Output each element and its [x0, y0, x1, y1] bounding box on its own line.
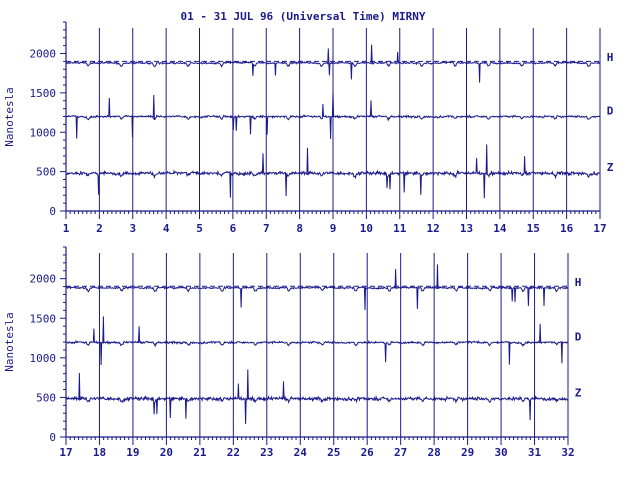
- x-tick-label: 9: [330, 222, 337, 235]
- series-label-h: H: [607, 51, 614, 64]
- x-tick-label: 31: [528, 446, 542, 459]
- x-tick-label: 6: [230, 222, 237, 235]
- x-tick-label: 27: [394, 446, 407, 459]
- series-label-d: D: [607, 105, 614, 118]
- x-tick-label: 2: [96, 222, 103, 235]
- y-axis-label: Nanotesla: [3, 312, 16, 372]
- x-tick-label: 17: [593, 222, 606, 235]
- series-z-trace: [65, 144, 601, 199]
- x-tick-label: 16: [560, 222, 574, 235]
- chart-title: 01 - 31 JUL 96 (Universal Time) MIRNY: [180, 10, 425, 23]
- x-tick-label: 12: [427, 222, 440, 235]
- x-tick-label: 29: [461, 446, 474, 459]
- series-label-d: D: [575, 330, 582, 343]
- x-tick-label: 15: [527, 222, 540, 235]
- y-tick-label: 0: [49, 205, 56, 218]
- y-tick-label: 2000: [30, 273, 57, 286]
- y-tick-label: 1000: [30, 352, 57, 365]
- y-tick-label: 1000: [30, 126, 57, 139]
- x-tick-label: 30: [494, 446, 507, 459]
- x-tick-label: 5: [196, 222, 203, 235]
- series-h-trace: [65, 44, 601, 83]
- panel-lower: 0 500 1000 1500 2000 Nanotesla 17 18 19 20 21 22 23 2…: [3, 246, 582, 459]
- series-label-z: Z: [575, 387, 582, 400]
- x-tick-label: 11: [393, 222, 407, 235]
- x-tick-label: 1: [63, 222, 70, 235]
- x-tick-label: 28: [428, 446, 441, 459]
- x-tick-label: 8: [296, 222, 303, 235]
- series-label-h: H: [575, 276, 582, 289]
- x-tick-label: 17: [59, 446, 72, 459]
- x-tick-label: 26: [361, 446, 375, 459]
- x-tick-label: 18: [93, 446, 106, 459]
- y-tick-label: 500: [36, 391, 56, 404]
- y-tick-label: 2000: [30, 48, 57, 61]
- x-tick-label: 13: [460, 222, 473, 235]
- series-d-trace: [65, 90, 601, 140]
- x-tick-label: 20: [160, 446, 173, 459]
- y-axis-label: Nanotesla: [3, 87, 16, 147]
- x-tick-label: 3: [129, 222, 136, 235]
- series-d-trace: [65, 316, 569, 366]
- x-tick-label: 21: [193, 446, 207, 459]
- y-tick-label: 1500: [30, 312, 57, 325]
- x-tick-label: 24: [294, 446, 308, 459]
- series-z-trace: [65, 369, 569, 424]
- y-tick-label: 0: [49, 431, 56, 444]
- x-tick-label: 22: [227, 446, 240, 459]
- series-h-trace: [65, 264, 569, 311]
- x-tick-label: 7: [263, 222, 270, 235]
- x-tick-label: 14: [493, 222, 507, 235]
- x-tick-label: 32: [561, 446, 574, 459]
- series-label-z: Z: [607, 161, 614, 174]
- x-tick-label: 10: [360, 222, 373, 235]
- x-tick-label: 4: [163, 222, 170, 235]
- x-tick-label: 19: [126, 446, 139, 459]
- x-tick-label: 23: [260, 446, 273, 459]
- x-tick-label: 25: [327, 446, 340, 459]
- y-tick-label: 500: [36, 166, 56, 179]
- y-tick-label: 1500: [30, 87, 57, 100]
